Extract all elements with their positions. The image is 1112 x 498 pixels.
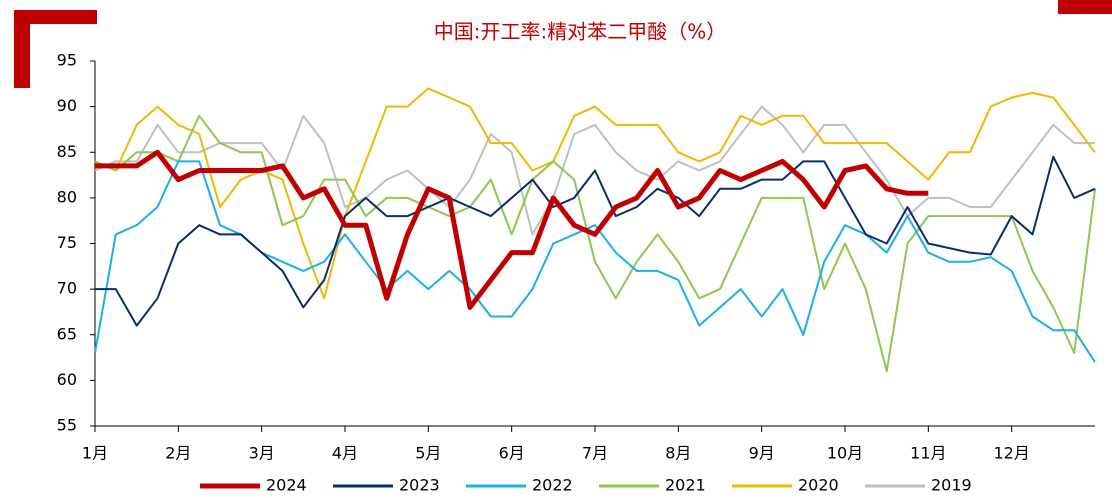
- legend-label: 2019: [931, 476, 972, 495]
- x-tick-label: 9月: [749, 444, 775, 463]
- y-tick-label: 80: [57, 187, 77, 206]
- x-tick-label: 8月: [665, 444, 691, 463]
- x-tick-label: 6月: [499, 444, 525, 463]
- y-tick-label: 70: [57, 279, 77, 298]
- y-tick-label: 75: [57, 233, 77, 252]
- x-tick-label: 3月: [249, 444, 275, 463]
- y-tick-label: 60: [57, 370, 77, 389]
- y-tick-label: 85: [57, 142, 77, 161]
- x-tick-label: 11月: [910, 444, 946, 463]
- x-tick-label: 1月: [82, 444, 108, 463]
- legend-label: 2021: [665, 476, 706, 495]
- x-tick-label: 12月: [993, 444, 1029, 463]
- series-line: [95, 155, 1096, 327]
- x-tick-label: 5月: [415, 444, 441, 463]
- chart-title: 中国:开工率:精对苯二甲酸（%）: [434, 20, 726, 44]
- y-tick-label: 65: [57, 324, 77, 343]
- series-line: [94, 87, 1096, 300]
- series-line: [94, 114, 1096, 373]
- legend-label: 2023: [399, 476, 440, 495]
- series-line: [94, 105, 1095, 236]
- x-tick-label: 7月: [582, 444, 608, 463]
- corner-decoration: [1058, 0, 1112, 14]
- x-tick-label: 4月: [332, 444, 358, 463]
- y-tick-label: 90: [57, 96, 77, 115]
- x-tick-label: 2月: [165, 444, 191, 463]
- legend-label: 2022: [532, 476, 573, 495]
- x-tick-label: 10月: [827, 444, 863, 463]
- corner-decoration: [14, 10, 97, 88]
- legend-label: 2024: [266, 476, 307, 495]
- y-tick-label: 95: [57, 51, 77, 70]
- series-line: [95, 149, 929, 310]
- legend-label: 2020: [798, 476, 839, 495]
- y-tick-label: 55: [57, 416, 77, 435]
